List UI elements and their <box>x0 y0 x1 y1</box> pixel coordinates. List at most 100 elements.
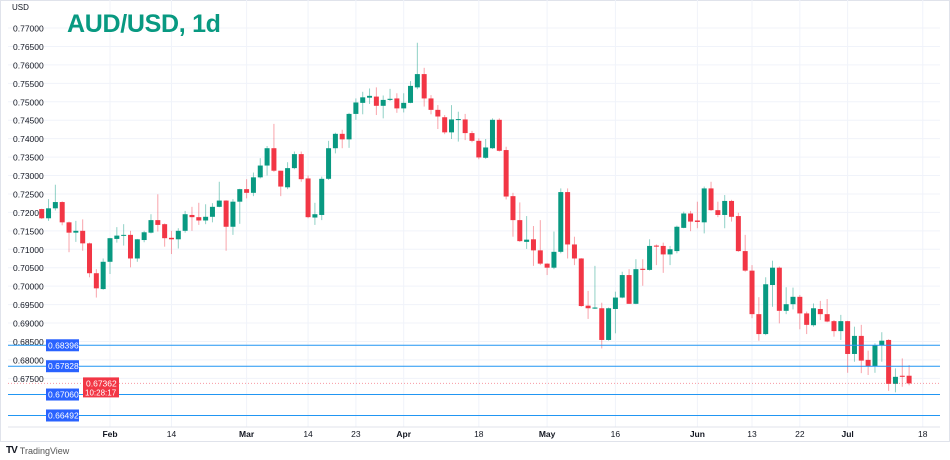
candle-body <box>558 192 564 252</box>
candle-body <box>845 321 851 354</box>
x-tick-label: 23 <box>351 429 361 439</box>
candle-body <box>517 220 523 242</box>
candle-body <box>387 98 393 100</box>
candle-body <box>73 230 79 233</box>
chart-frame <box>0 0 950 442</box>
x-tick-label: 14 <box>167 429 177 439</box>
candle-body <box>503 150 509 197</box>
y-tick-label: 0.77000 <box>13 24 44 34</box>
candle-body <box>52 202 58 209</box>
candle-body <box>237 189 243 202</box>
candle-body <box>449 119 454 133</box>
x-tick-label: Jul <box>841 429 853 439</box>
y-tick-label: 0.74500 <box>13 116 44 126</box>
level-price-label-box <box>46 339 79 352</box>
tradingview-logo-mark-icon: TV <box>6 445 18 456</box>
candle-body <box>121 234 127 236</box>
candle-body <box>114 235 120 239</box>
candle-body <box>763 284 769 335</box>
brand-name: TradingView <box>19 445 70 456</box>
candle-body <box>797 296 803 314</box>
candle-body <box>326 148 332 179</box>
candle-body <box>216 200 222 207</box>
candle-body <box>155 220 161 225</box>
candle-body <box>305 178 311 218</box>
y-tick-label: 0.69500 <box>13 300 44 310</box>
candle-body <box>804 313 810 325</box>
candle-body <box>660 245 666 255</box>
level-price-label-box <box>46 409 79 422</box>
candle-body <box>59 202 65 223</box>
candle-body <box>100 261 106 290</box>
candle-body <box>148 220 154 233</box>
x-tick-label: 18 <box>474 429 484 439</box>
tradingview-logo[interactable]: TV TradingView <box>6 445 69 456</box>
candle-body <box>455 119 461 121</box>
y-tick-label: 0.70000 <box>13 282 44 292</box>
candle-body <box>647 245 653 270</box>
candle-body <box>756 314 762 335</box>
candle-body <box>87 243 93 274</box>
candle-body <box>346 113 352 140</box>
candle-body <box>810 308 816 326</box>
current-price-value: 0.67362 <box>86 378 117 388</box>
candle-body <box>749 270 755 315</box>
candle-body <box>708 188 714 211</box>
y-axis: 0.77000 0.76500 0.76000 0.75500 0.75000 0.745… <box>13 24 44 384</box>
candle-body <box>168 237 174 240</box>
candle-body <box>196 217 202 221</box>
y-axis-unit: USD <box>12 3 29 12</box>
x-tick-label: Feb <box>102 429 117 439</box>
candle-body <box>578 258 584 307</box>
candle-body <box>394 98 400 109</box>
x-tick-label: 22 <box>795 429 805 439</box>
x-tick-label: 14 <box>303 429 313 439</box>
candle-body <box>892 376 898 384</box>
candle-body <box>298 154 304 180</box>
candle-body <box>865 359 871 367</box>
level-price-label: 0.66492 <box>48 410 79 420</box>
candle-body <box>688 213 694 222</box>
candle-body <box>80 230 86 244</box>
candle-body <box>633 269 639 304</box>
candle-body <box>606 308 612 340</box>
candle-body <box>332 133 338 149</box>
candle-body <box>831 321 837 332</box>
candle-body <box>783 304 789 311</box>
level-price-label-box <box>46 388 79 401</box>
candle-body <box>790 296 796 305</box>
candle-body <box>489 119 495 149</box>
candle-body <box>360 97 366 103</box>
candle-body <box>681 213 687 228</box>
candle-body <box>483 147 489 158</box>
candle-body <box>838 321 844 332</box>
candle-body <box>565 192 571 245</box>
candle-body <box>189 214 195 218</box>
candle-body <box>824 314 830 322</box>
y-tick-label: 0.76000 <box>13 60 44 70</box>
candle-body <box>319 178 325 215</box>
candle-body <box>223 200 229 227</box>
candle-body <box>462 119 468 134</box>
candle-body <box>312 214 318 218</box>
candle-body <box>537 250 543 264</box>
candle-body <box>742 251 748 271</box>
y-tick-label: 0.71000 <box>13 245 44 255</box>
y-tick-label: 0.72000 <box>13 208 44 218</box>
candle-body <box>776 267 782 311</box>
y-tick-label: 0.70500 <box>13 263 44 273</box>
level-price-label: 0.67828 <box>48 361 79 371</box>
y-tick-label: 0.67500 <box>13 374 44 384</box>
candle-body <box>906 375 912 384</box>
candle-body <box>435 109 441 117</box>
candle-body <box>141 232 147 241</box>
bar-close-countdown: 10:28:17 <box>85 388 117 397</box>
candle-body <box>701 188 707 223</box>
candle-body <box>496 119 502 151</box>
candle-body <box>640 268 646 270</box>
candle-body <box>674 226 680 252</box>
candle-body <box>134 239 140 259</box>
candle-body <box>858 335 864 361</box>
